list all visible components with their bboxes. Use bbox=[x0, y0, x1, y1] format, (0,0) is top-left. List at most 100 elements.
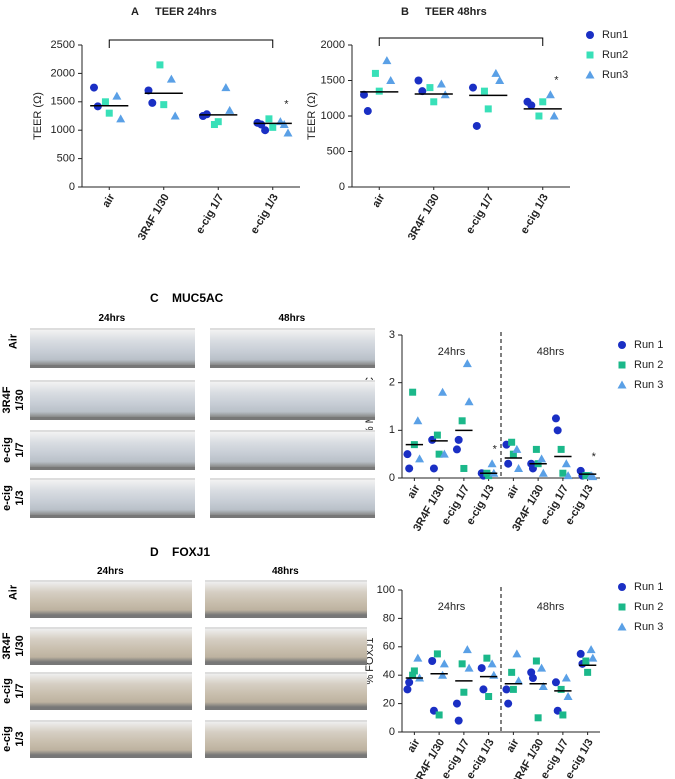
point bbox=[105, 109, 113, 117]
point bbox=[435, 450, 443, 458]
micrograph bbox=[205, 720, 367, 758]
point bbox=[462, 359, 472, 368]
panel-letter: C bbox=[150, 291, 159, 305]
legend-label: Run 2 bbox=[634, 601, 663, 613]
point bbox=[584, 668, 592, 676]
point bbox=[586, 645, 596, 654]
column-header: 48hrs bbox=[278, 313, 306, 324]
point bbox=[433, 650, 441, 658]
point bbox=[435, 711, 443, 719]
point bbox=[535, 112, 543, 120]
y-tick-label: 2000 bbox=[321, 39, 345, 51]
y-tick-label: 0 bbox=[339, 181, 345, 193]
point bbox=[485, 472, 493, 480]
point bbox=[551, 414, 560, 423]
y-tick-label: 0 bbox=[389, 472, 395, 484]
point bbox=[477, 664, 486, 673]
row-label: 3R4F 1/30 bbox=[1, 632, 26, 660]
group-label: 48hrs bbox=[537, 601, 565, 613]
point bbox=[588, 653, 598, 662]
point bbox=[156, 61, 164, 69]
point bbox=[563, 692, 573, 700]
point bbox=[532, 657, 540, 665]
point bbox=[101, 98, 109, 106]
point bbox=[537, 663, 547, 672]
point bbox=[439, 659, 449, 668]
significance-mark: * bbox=[493, 444, 498, 456]
point bbox=[214, 118, 222, 126]
micrograph bbox=[30, 430, 195, 470]
y-tick-label: 80 bbox=[383, 612, 395, 624]
point bbox=[403, 685, 412, 694]
point bbox=[452, 445, 461, 454]
point bbox=[410, 667, 418, 675]
y-tick-label: 1500 bbox=[321, 74, 345, 86]
point bbox=[460, 464, 468, 472]
point bbox=[414, 76, 423, 85]
point bbox=[413, 653, 423, 662]
point bbox=[454, 435, 463, 444]
point bbox=[221, 83, 231, 92]
point bbox=[532, 445, 540, 453]
panel-letter: D bbox=[150, 545, 159, 559]
point bbox=[430, 98, 438, 106]
micrograph bbox=[30, 380, 195, 420]
point bbox=[386, 76, 396, 84]
x-tick-label: 3R4F 1/30 bbox=[136, 192, 172, 242]
y-tick-label: 500 bbox=[327, 145, 345, 157]
point bbox=[166, 74, 176, 83]
point bbox=[512, 649, 522, 658]
y-tick-label: 40 bbox=[383, 669, 395, 681]
micrograph bbox=[30, 580, 192, 618]
point bbox=[438, 670, 448, 679]
point bbox=[618, 583, 626, 591]
micrograph bbox=[205, 580, 367, 618]
row-label: 3R4F 1/30 bbox=[1, 386, 26, 414]
point bbox=[460, 688, 468, 696]
micrograph bbox=[30, 328, 195, 368]
y-tick-label: 1000 bbox=[51, 124, 75, 136]
y-tick-label: 1500 bbox=[51, 96, 75, 108]
point bbox=[148, 98, 157, 107]
row-label: e-cig 1/3 bbox=[1, 485, 26, 511]
significance-mark: * bbox=[284, 99, 289, 111]
column-header: 24hrs bbox=[98, 313, 126, 324]
point bbox=[452, 699, 461, 708]
micrograph bbox=[30, 720, 192, 758]
point bbox=[491, 68, 501, 77]
point bbox=[371, 69, 379, 77]
point bbox=[502, 685, 511, 694]
point bbox=[261, 126, 270, 135]
y-tick-label: 2 bbox=[389, 377, 395, 389]
legend-label: Run2 bbox=[602, 49, 628, 61]
legend-label: Run 3 bbox=[634, 379, 663, 391]
point bbox=[160, 101, 168, 109]
point bbox=[462, 645, 472, 654]
panel-title: FOXJ1 bbox=[172, 545, 211, 559]
point bbox=[458, 660, 466, 668]
point bbox=[588, 472, 598, 481]
point bbox=[433, 431, 441, 439]
point bbox=[504, 459, 513, 468]
legend-label: Run 2 bbox=[634, 359, 663, 371]
point bbox=[485, 693, 493, 700]
point bbox=[504, 699, 513, 708]
y-tick-label: 60 bbox=[383, 641, 395, 653]
legend-label: Run 1 bbox=[634, 339, 663, 351]
point bbox=[537, 454, 547, 463]
point bbox=[225, 105, 235, 114]
point bbox=[484, 105, 492, 113]
y-tick-label: 1000 bbox=[321, 110, 345, 122]
significance-bracket bbox=[108, 39, 274, 48]
y-tick-label: 100 bbox=[377, 584, 395, 596]
y-tick-label: 2500 bbox=[51, 39, 75, 51]
point bbox=[618, 603, 626, 611]
point bbox=[557, 445, 565, 453]
micrograph bbox=[210, 478, 375, 518]
point bbox=[487, 659, 497, 668]
row-label: e-cig 1/3 bbox=[1, 726, 26, 752]
group-label: 24hrs bbox=[438, 601, 466, 613]
point bbox=[584, 472, 592, 480]
point bbox=[439, 449, 449, 458]
